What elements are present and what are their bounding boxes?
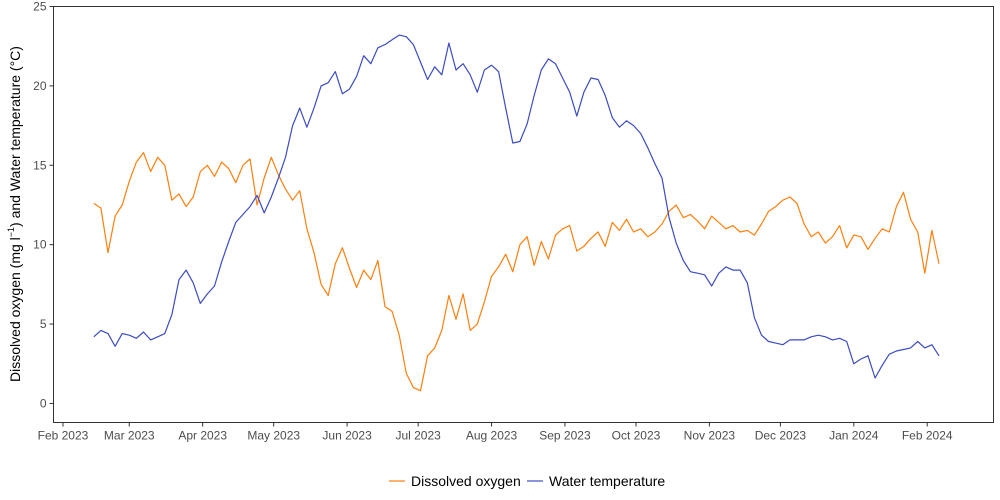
x-tick-label-9: Nov 2023 — [684, 429, 736, 443]
legend-label-water-temperature: Water temperature — [549, 473, 665, 489]
legend-label-dissolved-oxygen: Dissolved oxygen — [411, 473, 521, 489]
x-axis: Feb 2023 Mar 2023 Apr 2023 May 2023 Jun 2023… — [38, 422, 953, 443]
y-tick-label-0: 0 — [40, 396, 47, 410]
x-tick-label-11: Jan 2024 — [829, 429, 879, 443]
x-tick-label-0: Feb 2023 — [38, 429, 89, 443]
y-tick-label-15: 15 — [33, 158, 47, 172]
x-tick-label-2: Apr 2023 — [178, 429, 227, 443]
x-tick-label-3: May 2023 — [247, 429, 300, 443]
y-axis-title-part-2: ) and Water temperature (°C) — [7, 46, 23, 227]
series-layer — [93, 34, 940, 392]
series-line-dissolved-oxygen — [93, 152, 940, 392]
y-tick-label-20: 20 — [33, 79, 47, 93]
x-tick-label-7: Sep 2023 — [539, 429, 591, 443]
x-tick-label-6: Aug 2023 — [466, 429, 518, 443]
y-tick-label-25: 25 — [33, 0, 47, 14]
x-tick-label-8: Oct 2023 — [612, 429, 661, 443]
x-tick-label-10: Dec 2023 — [755, 429, 807, 443]
legend: Dissolved oxygen Water temperature — [389, 473, 665, 489]
x-tick-label-12: Feb 2024 — [902, 429, 953, 443]
y-tick-label-10: 10 — [33, 238, 47, 252]
y-axis-title: Dissolved oxygen (mg l−1) and Water temp… — [6, 46, 23, 382]
x-tick-label-5: Jul 2023 — [395, 429, 441, 443]
plot-panel — [53, 6, 994, 423]
series-line-water-temperature — [93, 34, 940, 379]
y-axis-title-superscript: −1 — [6, 227, 16, 237]
y-axis: 0 5 10 15 20 25 — [33, 0, 54, 410]
x-tick-label-1: Mar 2023 — [104, 429, 155, 443]
x-tick-label-4: Jun 2023 — [322, 429, 372, 443]
y-tick-label-5: 5 — [40, 317, 47, 331]
y-axis-title-part-1: Dissolved oxygen (mg l — [7, 237, 23, 382]
